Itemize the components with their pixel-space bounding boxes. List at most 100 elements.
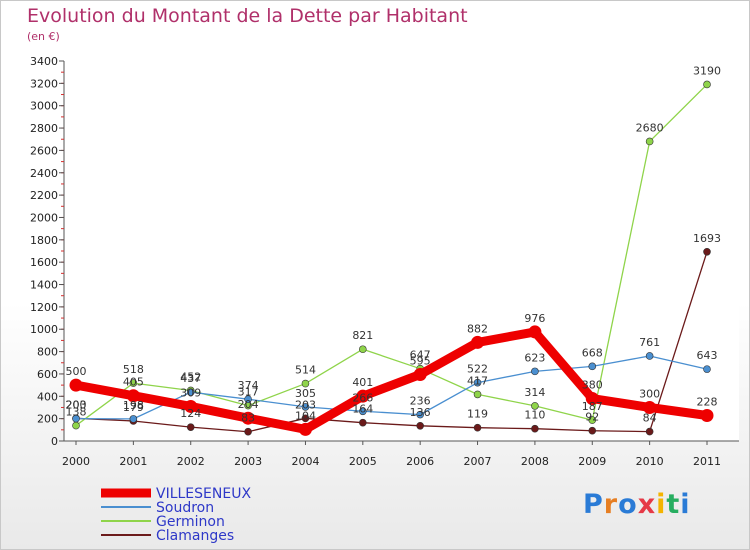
data-label: 417 [467,374,488,387]
data-point [588,426,597,435]
series-layer [69,80,714,436]
data-point [301,379,310,388]
data-label: 179 [123,401,144,414]
data-point [471,335,485,349]
data-label: 92 [585,411,599,424]
data-label: 643 [697,349,718,362]
data-label: 668 [582,346,603,359]
x-tick-label: 2008 [521,455,549,468]
x-tick-label: 2000 [62,455,90,468]
data-label: 187 [582,400,603,413]
data-point [244,427,252,436]
data-label: 83 [241,412,255,425]
proxiti-logo: Proxiti [583,489,691,520]
data-label: 518 [123,363,144,376]
data-point [531,402,539,410]
data-point [126,389,140,403]
data-point [298,422,312,436]
y-tick-label: 3400 [30,55,58,68]
data-label: 317 [238,386,259,399]
data-label: 821 [352,329,373,342]
data-label: 104 [295,409,316,422]
data-label: 198 [123,399,144,412]
logo-letter: i [680,489,691,520]
data-label: 305 [295,387,316,400]
data-point [473,423,482,432]
data-point [588,362,597,371]
data-point [129,379,138,387]
y-tick-label: 0 [51,435,58,448]
y-tick-label: 800 [37,346,58,359]
data-label: 623 [524,351,545,364]
data-label: 2680 [636,121,664,134]
data-point [72,414,80,423]
data-point [359,345,367,354]
series-line-germinon [75,83,708,427]
logo-letter: i [656,489,667,520]
y-tick-label: 3000 [30,100,58,113]
data-label: 595 [410,355,431,368]
data-point [416,410,424,419]
data-label: 200 [66,399,87,412]
data-point [585,392,599,406]
data-point [528,325,542,339]
x-tick-label: 2007 [464,455,492,468]
data-label: 84 [643,412,657,425]
data-point [588,416,597,424]
data-point [413,368,427,381]
y-tick-label: 400 [37,390,58,403]
x-tick-label: 2004 [291,455,319,468]
data-point [186,423,195,431]
data-point [359,407,367,416]
y-tick-label: 2000 [30,211,58,224]
data-label: 203 [295,398,316,411]
data-point [703,80,711,89]
data-label: 976 [524,312,545,325]
y-tick-label: 1200 [30,301,58,314]
data-label: 3190 [693,64,721,77]
data-point [186,388,195,396]
data-label: 374 [238,379,259,392]
data-label: 204 [238,398,259,411]
data-point [129,415,138,423]
data-label: 314 [524,386,545,399]
data-label: 761 [639,336,660,349]
logo-letter: o [618,489,638,520]
data-label: 236 [410,395,431,408]
y-tick-label: 1800 [30,234,58,247]
data-label: 203 [66,398,87,411]
y-tick-label: 1400 [30,279,58,292]
data-point [643,400,657,414]
chart-title: Evolution du Montant de la Dette par Hab… [27,5,468,27]
data-label: 401 [352,376,373,389]
data-label: 514 [295,364,316,377]
data-point [69,378,83,392]
data-label: 405 [123,376,144,389]
data-point [241,411,255,425]
x-tick-label: 2009 [578,455,606,468]
data-label: 437 [180,372,201,385]
y-tick-label: 3200 [30,77,58,90]
series-soudron [72,352,711,423]
data-label: 1693 [693,232,721,245]
series-line-soudron [75,355,708,420]
data-label: 266 [352,391,373,404]
data-label: 164 [352,403,373,416]
data-point [473,390,482,399]
data-label: 124 [180,407,201,420]
data-point [301,403,310,411]
data-label: 452 [180,370,201,383]
legend-label: Soudron [156,500,214,516]
y-tick-label: 2600 [30,144,58,157]
data-label: 647 [410,349,431,362]
data-label: 228 [697,396,718,409]
legend-label: Clamanges [156,528,234,544]
data-label: 380 [582,379,603,392]
data-label: 522 [467,363,488,376]
data-point [416,421,424,430]
series-line-clamanges [75,251,708,433]
chart-unit: (en €) [27,30,60,43]
y-tick-label: 2400 [30,167,58,180]
